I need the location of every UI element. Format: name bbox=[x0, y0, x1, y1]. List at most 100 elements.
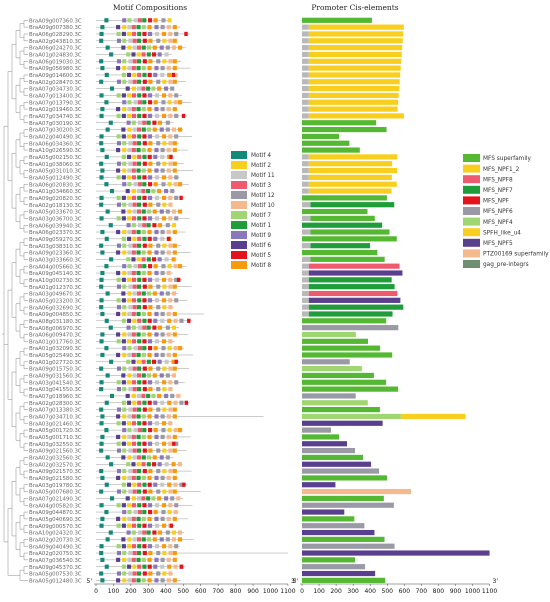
gene-label: BraA09g021560.3C bbox=[29, 449, 82, 455]
motif-block bbox=[170, 496, 175, 501]
motif-block bbox=[152, 120, 157, 125]
motif-block bbox=[136, 475, 141, 481]
motif-block bbox=[152, 127, 157, 132]
motif-block bbox=[148, 161, 153, 166]
motif-block bbox=[137, 93, 142, 98]
motif-block bbox=[146, 373, 152, 378]
motif-block bbox=[148, 509, 153, 515]
motif-block bbox=[99, 448, 104, 453]
motif-block bbox=[168, 141, 173, 146]
motif-block bbox=[147, 250, 152, 255]
motif-block bbox=[137, 216, 142, 221]
motif-legend-label: Motif 1 bbox=[251, 223, 271, 229]
motif-block bbox=[178, 45, 183, 50]
motif-block bbox=[164, 52, 169, 57]
motif-block bbox=[121, 339, 126, 344]
motif-block bbox=[148, 571, 153, 576]
motif-block bbox=[121, 373, 126, 378]
motif-block bbox=[131, 339, 137, 344]
motif-block bbox=[161, 18, 166, 23]
gene-label: BraA09g021570.3C bbox=[29, 469, 82, 475]
motif-block bbox=[173, 428, 178, 433]
motif-block bbox=[116, 66, 121, 71]
motif-block bbox=[160, 168, 165, 173]
motif-block bbox=[161, 428, 166, 433]
gene-label: BraA02g028300.3C bbox=[29, 401, 82, 407]
motif-block bbox=[165, 291, 170, 296]
motif-block bbox=[109, 393, 115, 399]
motif-block bbox=[147, 482, 152, 487]
promoter-legend-swatch bbox=[463, 185, 480, 194]
motif-block bbox=[131, 229, 136, 235]
motif-block bbox=[141, 434, 146, 440]
motif-block bbox=[148, 339, 153, 344]
motif-block bbox=[148, 113, 153, 119]
motif-block bbox=[109, 188, 115, 194]
motif-block bbox=[174, 175, 179, 180]
motif-block bbox=[127, 216, 132, 221]
motif-block bbox=[171, 462, 176, 467]
motif-block bbox=[148, 93, 153, 98]
motif-block bbox=[122, 475, 127, 481]
motif-block bbox=[127, 66, 132, 71]
gene-label: BraA09g020820.3C bbox=[29, 196, 82, 202]
motif-block bbox=[178, 182, 183, 187]
cis-element-bar bbox=[302, 290, 309, 297]
motif-block bbox=[137, 455, 142, 460]
motif-block bbox=[131, 462, 136, 467]
motif-block bbox=[105, 455, 110, 460]
motif-block bbox=[153, 482, 158, 487]
motif-legend-label: Motif 4 bbox=[251, 153, 271, 159]
motif-block bbox=[161, 509, 166, 515]
motif-axis-tick-label: 600 bbox=[195, 588, 207, 595]
motif-block bbox=[127, 106, 132, 112]
motif-block bbox=[172, 243, 177, 248]
motif-block bbox=[127, 537, 132, 542]
motif-legend-swatch bbox=[231, 251, 247, 259]
motif-block bbox=[121, 421, 126, 426]
cis-element-bar bbox=[302, 229, 311, 235]
motif-block bbox=[137, 407, 142, 412]
motif-block bbox=[142, 339, 147, 344]
motif-block bbox=[142, 195, 147, 200]
motif-block bbox=[172, 332, 177, 337]
motif-block bbox=[127, 168, 132, 173]
motif-block bbox=[148, 59, 153, 64]
motif-block bbox=[136, 557, 141, 562]
motif-block bbox=[122, 161, 127, 166]
motif-block bbox=[162, 366, 167, 371]
motif-block bbox=[137, 537, 142, 542]
motif-block bbox=[142, 468, 147, 474]
gene-label: BraA03g021460.3C bbox=[29, 421, 82, 427]
motif-block bbox=[146, 223, 151, 228]
motif-block bbox=[131, 195, 137, 200]
promoter-legend-swatch bbox=[463, 217, 480, 226]
motif-block bbox=[171, 45, 177, 50]
gene-label: BraA05g040690.3C bbox=[29, 517, 82, 523]
motif-block bbox=[100, 270, 105, 276]
motif-block bbox=[172, 468, 177, 474]
gene-label: BraA05g031010.3C bbox=[29, 169, 82, 175]
motif-block bbox=[168, 339, 173, 344]
motif-block bbox=[148, 421, 153, 426]
cis-element-bar bbox=[302, 311, 309, 317]
promoter-axis-tick-label: 200 bbox=[330, 588, 342, 595]
motif-block bbox=[162, 550, 167, 556]
motif-block bbox=[132, 387, 137, 392]
cis-element-bar bbox=[302, 502, 394, 508]
cis-element-bar bbox=[308, 79, 400, 85]
cis-element-bar bbox=[302, 441, 348, 447]
cis-element-bar bbox=[302, 509, 345, 515]
motif-block bbox=[141, 373, 146, 378]
motif-block bbox=[179, 482, 184, 487]
motif-block bbox=[141, 127, 146, 132]
motif-block bbox=[162, 38, 167, 43]
motif-block bbox=[121, 537, 126, 542]
cis-element-bar bbox=[302, 215, 311, 221]
motif-block bbox=[127, 564, 132, 569]
motif-block bbox=[116, 516, 121, 521]
motif-block bbox=[142, 509, 147, 515]
motif-block bbox=[104, 182, 109, 187]
motif-block bbox=[99, 489, 104, 494]
motif-block bbox=[161, 31, 167, 37]
